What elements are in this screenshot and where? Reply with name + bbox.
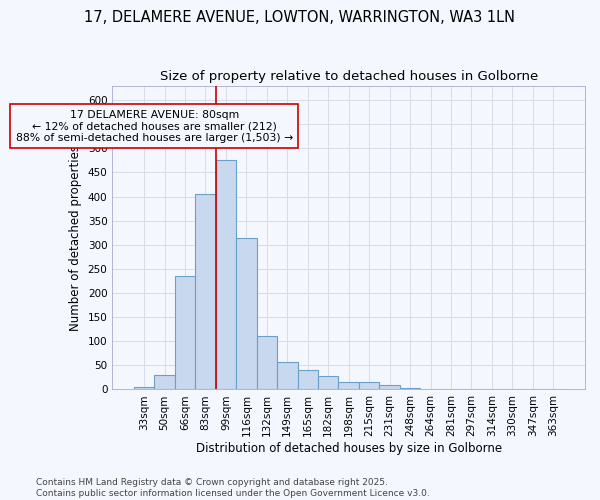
Bar — [277, 362, 298, 390]
Bar — [338, 382, 359, 390]
Bar — [154, 375, 175, 390]
Bar — [400, 388, 420, 390]
Bar — [195, 194, 215, 390]
Text: 17, DELAMERE AVENUE, LOWTON, WARRINGTON, WA3 1LN: 17, DELAMERE AVENUE, LOWTON, WARRINGTON,… — [85, 10, 515, 25]
Bar — [175, 276, 195, 390]
Bar — [298, 370, 318, 390]
Y-axis label: Number of detached properties: Number of detached properties — [69, 144, 82, 330]
Bar — [318, 376, 338, 390]
Bar — [257, 336, 277, 390]
Text: 17 DELAMERE AVENUE: 80sqm
← 12% of detached houses are smaller (212)
88% of semi: 17 DELAMERE AVENUE: 80sqm ← 12% of detac… — [16, 110, 293, 143]
Bar — [134, 387, 154, 390]
Bar — [215, 160, 236, 390]
Bar — [236, 238, 257, 390]
Bar — [359, 382, 379, 390]
Title: Size of property relative to detached houses in Golborne: Size of property relative to detached ho… — [160, 70, 538, 83]
X-axis label: Distribution of detached houses by size in Golborne: Distribution of detached houses by size … — [196, 442, 502, 455]
Bar — [379, 384, 400, 390]
Text: Contains HM Land Registry data © Crown copyright and database right 2025.
Contai: Contains HM Land Registry data © Crown c… — [36, 478, 430, 498]
